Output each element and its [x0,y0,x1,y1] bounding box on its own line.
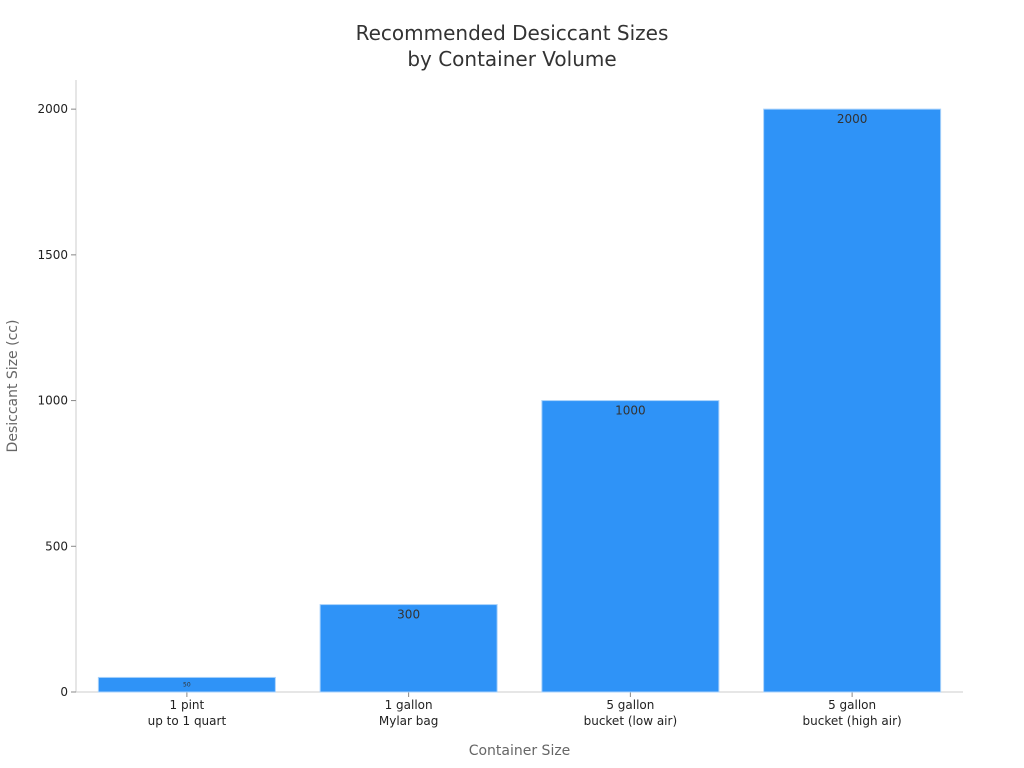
data-label: 2000 [837,112,868,126]
y-tick-label: 2000 [37,102,68,116]
x-axis-label: Container Size [469,743,571,759]
y-tick-label: 500 [45,539,68,553]
x-tick-label: up to 1 quart [148,714,227,728]
x-tick-label: 1 pint [170,698,205,712]
x-tick-label: 5 gallon [606,698,654,712]
data-label: 300 [397,608,420,622]
y-tick-label: 1000 [37,394,68,408]
x-tick-label: bucket (low air) [584,714,678,728]
y-axis-label: Desiccant Size (cc) [5,320,21,453]
chart-title-line-1: Recommended Desiccant Sizes [356,21,669,45]
y-tick-label: 1500 [37,248,68,262]
chart-title-line-2: by Container Volume [407,47,616,71]
axes: 0 500 1000 1500 2000 1 pint up to 1 quart 1 gal… [37,80,963,728]
x-tick-label: 1 gallon [385,698,433,712]
bar [541,400,720,693]
bar [97,676,276,693]
bar [319,604,498,693]
bar [763,108,942,693]
bars [97,108,942,693]
y-tick-label: 0 [60,685,68,699]
x-tick-label: Mylar bag [379,714,438,728]
x-tick-label: bucket (high air) [803,714,902,728]
data-label: 50 [183,681,191,688]
data-label: 1000 [615,404,646,418]
data-labels: 50 300 1000 2000 [183,112,867,688]
x-tick-label: 5 gallon [828,698,876,712]
